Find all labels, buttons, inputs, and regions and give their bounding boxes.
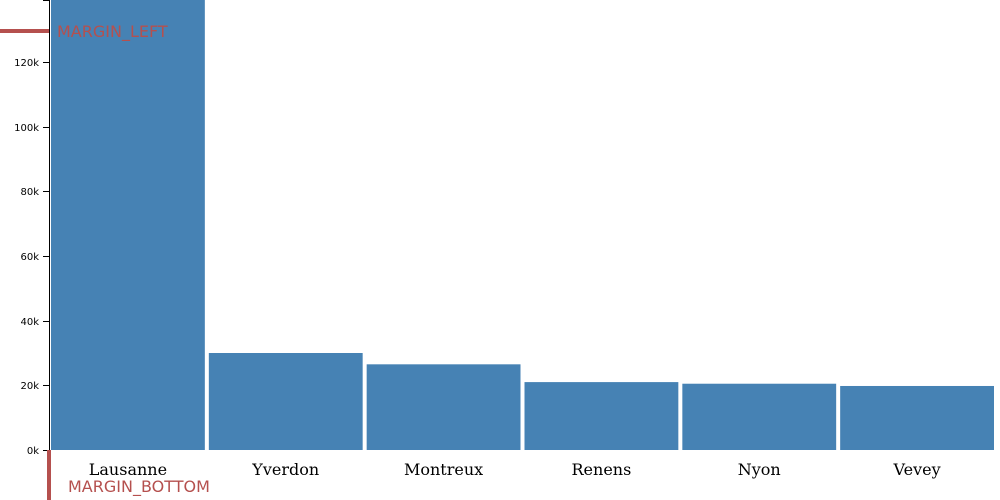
bar-nyon [682, 383, 837, 450]
margin-left-label: MARGIN_LEFT [57, 22, 168, 42]
x-tick-label: Lausanne [89, 460, 167, 479]
y-tick-label: 100k [14, 123, 39, 134]
y-tick-label: 80k [20, 187, 39, 198]
bar-vevey [840, 385, 994, 450]
x-axis: Lausanne Yverdon Montreux Renens Nyon Vevey [89, 460, 941, 479]
y-axis-line [43, 0, 50, 451]
y-tick-label: 0k [27, 446, 39, 457]
bar-renens [524, 382, 679, 450]
x-tick-label: Vevey [893, 460, 941, 479]
margin-bottom-label: MARGIN_BOTTOM [68, 477, 210, 497]
margin-annotations: MARGIN_LEFT MARGIN_BOTTOM [0, 22, 210, 500]
y-tick-label: 20k [20, 381, 39, 392]
x-tick-label: Renens [572, 460, 632, 479]
y-tick-label: 120k [14, 58, 39, 69]
y-axis: 0k 20k 40k 60k 80k 100k 120k [14, 0, 50, 457]
bar-montreux [366, 364, 521, 450]
y-tick-label: 60k [20, 252, 39, 263]
x-tick-label: Montreux [404, 460, 483, 479]
bar-lausanne [51, 0, 205, 450]
x-tick-label: Nyon [738, 460, 781, 479]
bar-yverdon [208, 353, 363, 450]
x-tick-label: Yverdon [251, 460, 319, 479]
bars-group [51, 0, 994, 450]
y-tick-label: 40k [20, 317, 39, 328]
